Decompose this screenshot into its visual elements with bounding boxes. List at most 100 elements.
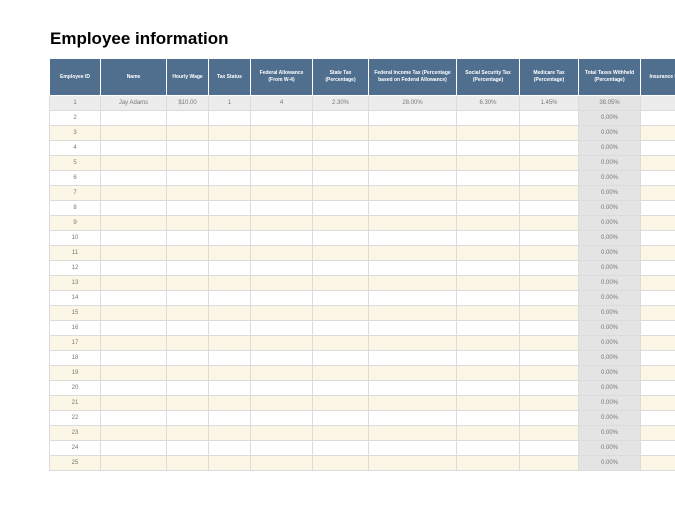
table-cell: 0.00% — [578, 155, 641, 171]
table-cell — [519, 155, 579, 171]
header-row: Employee ID Name Hourly Wage Tax Status Fede… — [49, 58, 675, 96]
table-cell — [640, 440, 675, 456]
table-cell — [312, 110, 369, 126]
table-cell: 17 — [49, 335, 101, 351]
table-cell — [208, 320, 251, 336]
table-cell: $20.00 — [640, 95, 675, 111]
table-cell — [166, 245, 209, 261]
table-cell — [456, 350, 520, 366]
table-cell — [312, 455, 369, 471]
table-cell — [456, 410, 520, 426]
table-cell — [208, 440, 251, 456]
table-cell — [368, 425, 457, 441]
table-cell — [250, 455, 313, 471]
table-cell — [640, 155, 675, 171]
table-cell — [519, 200, 579, 216]
table-cell — [640, 245, 675, 261]
table-cell — [312, 275, 369, 291]
table-cell: 0.00% — [578, 380, 641, 396]
table-cell — [208, 110, 251, 126]
table-cell — [368, 320, 457, 336]
table-cell: 1 — [208, 95, 251, 111]
table-cell: 4 — [250, 95, 313, 111]
table-cell — [519, 230, 579, 246]
table-cell: 0.00% — [578, 110, 641, 126]
table-cell: 19 — [49, 365, 101, 381]
table-cell: 0.00% — [578, 440, 641, 456]
column-header: State Tax (Percentage) — [312, 58, 369, 96]
table-cell: 0.00% — [578, 350, 641, 366]
table-cell — [250, 365, 313, 381]
table-cell — [519, 215, 579, 231]
table-cell — [456, 230, 520, 246]
table-cell — [166, 440, 209, 456]
table-cell — [100, 350, 167, 366]
table-cell — [456, 290, 520, 306]
table-cell — [456, 335, 520, 351]
table-cell: 0.00% — [578, 185, 641, 201]
table-cell — [519, 350, 579, 366]
table-cell — [368, 260, 457, 276]
table-cell — [100, 320, 167, 336]
table-cell — [100, 410, 167, 426]
table-cell — [519, 110, 579, 126]
table-cell: 0.00% — [578, 245, 641, 261]
table-cell — [456, 275, 520, 291]
table-cell — [250, 110, 313, 126]
table-cell — [640, 215, 675, 231]
table-cell — [100, 380, 167, 396]
table-row: 6 0.00% — [49, 170, 675, 186]
table-cell — [640, 350, 675, 366]
table-cell — [100, 110, 167, 126]
column-header: Federal Allowance (From W-4) — [250, 58, 313, 96]
table-cell — [250, 260, 313, 276]
table-cell — [250, 425, 313, 441]
table-cell — [519, 380, 579, 396]
table-cell — [208, 245, 251, 261]
table-cell — [456, 305, 520, 321]
table-cell — [208, 305, 251, 321]
table-cell: 0.00% — [578, 200, 641, 216]
table-cell — [519, 395, 579, 411]
column-header: Name — [100, 58, 167, 96]
table-cell — [640, 380, 675, 396]
table-body: 1 Jay Adams $10.00 1 4 2.30% 28.00% 6.30% 1.45% 3… — [49, 95, 675, 471]
table-cell: 0.00% — [578, 335, 641, 351]
table-cell — [640, 185, 675, 201]
table-cell — [166, 290, 209, 306]
table-cell: 15 — [49, 305, 101, 321]
column-header: Total Taxes Withheld (Percentage) — [578, 58, 641, 96]
table-cell — [519, 140, 579, 156]
table-cell — [312, 380, 369, 396]
table-cell: 0.00% — [578, 395, 641, 411]
column-header: Employee ID — [49, 58, 101, 96]
table-cell — [250, 140, 313, 156]
table-row: 23 0.00% — [49, 425, 675, 441]
table-cell — [250, 335, 313, 351]
table-row: 14 0.00% — [49, 290, 675, 306]
table-cell — [456, 125, 520, 141]
column-header: Insurance Deduction (Dollars) — [640, 58, 675, 96]
table-cell — [519, 320, 579, 336]
table-cell — [640, 455, 675, 471]
table-cell — [640, 275, 675, 291]
table-row: 10 0.00% — [49, 230, 675, 246]
table-cell: 21 — [49, 395, 101, 411]
table-cell — [100, 140, 167, 156]
table-cell — [456, 365, 520, 381]
table-cell — [368, 380, 457, 396]
table-cell — [368, 215, 457, 231]
column-header: Federal Income Tax (Percentage based on … — [368, 58, 457, 96]
table-cell: 0.00% — [578, 365, 641, 381]
table-cell — [100, 335, 167, 351]
table-row: 24 0.00% — [49, 440, 675, 456]
table-cell: 0.00% — [578, 410, 641, 426]
table-cell: 28.00% — [368, 95, 457, 111]
table-cell — [312, 125, 369, 141]
table-cell — [250, 125, 313, 141]
table-cell — [166, 380, 209, 396]
table-cell: 0.00% — [578, 290, 641, 306]
table-cell — [519, 290, 579, 306]
table-row: 3 0.00% — [49, 125, 675, 141]
table-cell: 5 — [49, 155, 101, 171]
